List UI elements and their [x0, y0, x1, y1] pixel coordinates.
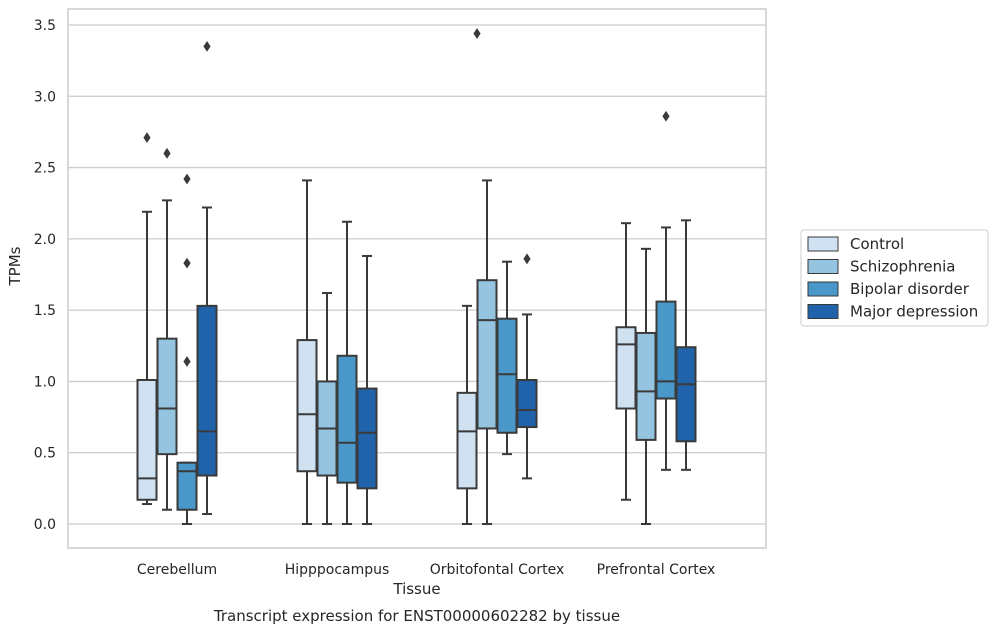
- legend-swatch: [807, 236, 839, 252]
- box-iqr: [296, 339, 318, 473]
- y-tick-label: 0.0: [34, 517, 56, 533]
- box-plot: [516, 253, 538, 480]
- legend-swatch: [807, 304, 839, 319]
- y-tick-label: 3.0: [34, 89, 56, 105]
- chart-title: Transcript expression for ENST0000060228…: [213, 607, 620, 625]
- box-plot: [356, 254, 378, 525]
- plot-frame: [67, 8, 767, 549]
- legend: Control Schizophrenia Bipolar disorder Majo…: [800, 229, 989, 327]
- legend-item: Major depression: [807, 303, 978, 321]
- box-plot: [635, 247, 657, 525]
- y-tick-labels: 0.0 0.5 1.0 1.5 2.0 2.5 3.0 3.5: [34, 18, 56, 533]
- box-iqr: [156, 337, 178, 456]
- box-iqr: [336, 354, 358, 484]
- legend-item: Bipolar disorder: [807, 280, 970, 298]
- box-iqr: [496, 317, 518, 434]
- y-tick-label: 2.5: [34, 161, 56, 177]
- legend-swatch: [807, 259, 839, 274]
- box-iqr: [516, 379, 538, 429]
- x-tick-label: Hipppocampus: [285, 562, 390, 578]
- y-tick-label: 3.5: [34, 18, 56, 34]
- outlier-point: [662, 110, 670, 122]
- legend-item: Schizophrenia: [807, 258, 955, 276]
- y-tick-label: 1.0: [34, 374, 56, 390]
- box-iqr: [196, 304, 218, 477]
- legend-label: Schizophrenia: [850, 258, 955, 276]
- box-iqr: [456, 391, 478, 490]
- box-plot: [456, 304, 478, 525]
- box-iqr: [136, 379, 158, 501]
- box-plot: [136, 132, 158, 506]
- outlier-point: [163, 147, 171, 159]
- gridlines: [68, 24, 766, 525]
- box-plot: [316, 292, 338, 525]
- y-axis-label: TPMs: [6, 246, 24, 286]
- box-plot: [156, 147, 178, 511]
- outlier-point: [183, 356, 191, 367]
- box-iqr: [176, 461, 198, 511]
- box-plot: [476, 179, 498, 525]
- outlier-point: [523, 253, 531, 265]
- legend-label: Bipolar disorder: [850, 280, 970, 298]
- x-axis-label: Tissue: [392, 580, 440, 598]
- box-iqr: [655, 300, 677, 400]
- box-iqr: [356, 387, 378, 490]
- box-iqr: [476, 279, 498, 430]
- box-plot: [196, 40, 218, 516]
- box-iqr: [615, 326, 637, 410]
- box-plot: [296, 179, 318, 525]
- legend-swatch: [807, 281, 839, 297]
- outlier-point: [143, 132, 151, 144]
- legend-label: Control: [850, 235, 904, 253]
- x-tick-label: Prefrontal Cortex: [597, 562, 716, 578]
- outlier-point: [183, 257, 191, 269]
- box-plot: [176, 173, 198, 525]
- y-tick-label: 1.5: [34, 303, 56, 319]
- x-tick-label: Cerebellum: [137, 562, 217, 578]
- legend-item: Control: [807, 235, 904, 253]
- box-iqr: [635, 331, 657, 441]
- legend-label: Major depression: [850, 303, 978, 321]
- box-plot: [336, 220, 358, 525]
- box-plot: [496, 260, 518, 456]
- x-tick-labels: Cerebellum Hipppocampus Orbitofontal Corte…: [137, 562, 715, 578]
- legend-frame: [800, 229, 989, 327]
- outlier-point: [203, 40, 211, 52]
- outlier-point: [183, 173, 191, 185]
- boxes: [136, 28, 697, 525]
- box-iqr: [675, 346, 697, 443]
- y-tick-label: 0.5: [34, 446, 56, 462]
- box-plot: [655, 110, 677, 471]
- box-plot: [615, 222, 637, 501]
- outlier-point: [473, 28, 481, 39]
- x-tick-label: Orbitofontal Cortex: [430, 562, 565, 578]
- box-plot: [675, 219, 697, 471]
- y-tick-label: 2.0: [34, 232, 56, 248]
